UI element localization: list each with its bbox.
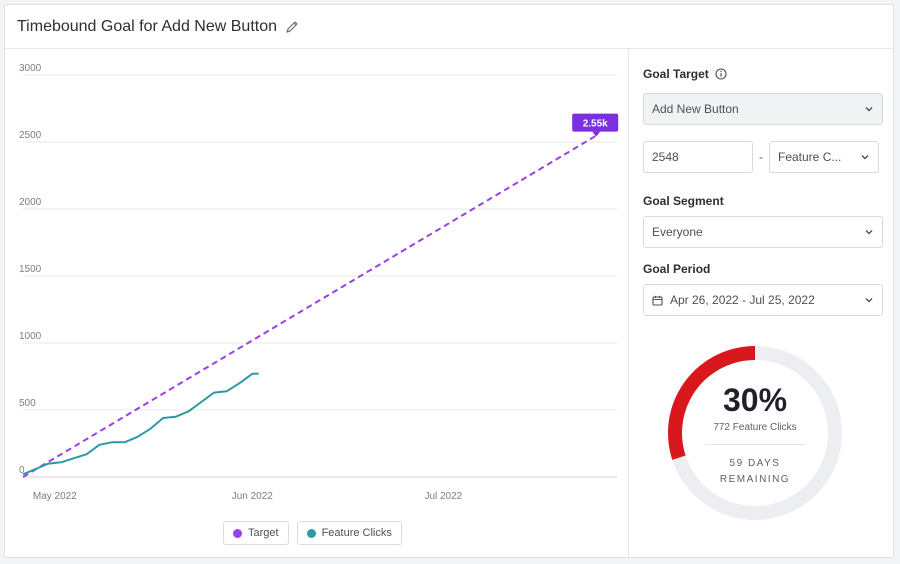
legend-item-target[interactable]: Target	[223, 521, 289, 545]
goal-segment-value: Everyone	[652, 225, 703, 239]
goal-target-label: Goal Target	[643, 67, 883, 81]
y-tick-label: 1000	[19, 331, 42, 342]
target-line	[22, 134, 597, 478]
target-badge	[572, 113, 619, 132]
y-tick-label: 2000	[19, 197, 42, 208]
chart-area: 0 500 1000 1500 2000 2500 3000 May 2022 Jun 2022…	[5, 49, 628, 559]
gauge-divider	[705, 444, 805, 445]
progress-count: 772 Feature Clicks	[713, 422, 797, 433]
goal-event-value: Add New Button	[652, 102, 739, 116]
goal-segment-label: Goal Segment	[643, 194, 724, 208]
goal-value-input[interactable]	[643, 141, 753, 173]
goal-card: Timebound Goal for Add New Button 0 500 10…	[4, 4, 894, 559]
goal-period-value: Apr 26, 2022 - Jul 25, 2022	[670, 293, 815, 307]
line-chart: 0 500 1000 1500 2000 2500 3000 May 2022 Jun 2022…	[19, 63, 619, 502]
goal-period-select[interactable]: Apr 26, 2022 - Jul 25, 2022	[643, 284, 883, 316]
legend-label: Feature Clicks	[321, 527, 392, 539]
goal-event-select[interactable]: Add New Button	[643, 93, 883, 125]
goal-target-label-text: Goal Target	[643, 67, 709, 81]
y-tick-label: 500	[19, 398, 36, 409]
calendar-icon	[652, 295, 663, 306]
y-tick-label: 2500	[19, 130, 42, 141]
progress-percent: 30%	[722, 382, 788, 418]
y-tick-label: 3000	[19, 63, 42, 74]
goal-segment-select[interactable]: Everyone	[643, 216, 883, 248]
target-badge-pointer	[592, 131, 601, 137]
x-tick-label: Jun 2022	[232, 491, 274, 502]
chevron-down-icon	[864, 227, 874, 237]
days-label: REMAINING	[719, 474, 791, 485]
goal-metric-select[interactable]: Feature C...	[769, 141, 879, 173]
pencil-icon[interactable]	[285, 20, 299, 34]
chevron-down-icon	[864, 295, 874, 305]
days-remaining: 59 DAYS REMAINING	[660, 456, 850, 488]
card-header: Timebound Goal for Add New Button	[5, 5, 893, 49]
goal-settings-panel: Goal Target Add New Button - Feature C..…	[643, 49, 883, 316]
info-icon[interactable]	[715, 68, 727, 80]
days-count: 59 DAYS	[729, 458, 781, 469]
range-separator: -	[759, 150, 763, 164]
target-dot-icon	[233, 528, 242, 538]
legend-item-feature-clicks[interactable]: Feature Clicks	[296, 521, 402, 545]
panel-divider	[628, 49, 629, 559]
y-tick-label: 1500	[19, 264, 42, 275]
legend-label: Target	[248, 527, 279, 539]
chevron-down-icon	[864, 104, 874, 114]
feature-clicks-line	[22, 372, 259, 476]
gauge-text: 30% 772 Feature Clicks 59 DAYS REMAINING	[660, 338, 850, 528]
chart-legend: Target Feature Clicks	[223, 521, 402, 545]
progress-gauge: 30% 772 Feature Clicks 59 DAYS REMAINING	[660, 338, 850, 528]
feature-clicks-dot-icon	[306, 528, 316, 538]
page-title: Timebound Goal for Add New Button	[17, 17, 277, 35]
goal-period-content: Apr 26, 2022 - Jul 25, 2022	[652, 293, 815, 307]
goal-value-row: - Feature C...	[643, 141, 883, 173]
goal-period-label: Goal Period	[643, 262, 711, 276]
target-badge-label: 2.55k	[583, 119, 608, 130]
x-tick-label: Jul 2022	[424, 491, 462, 502]
y-tick-label: 0	[19, 465, 25, 476]
goal-metric-value: Feature C...	[778, 150, 842, 164]
chevron-down-icon	[860, 152, 870, 162]
x-tick-label: May 2022	[33, 491, 77, 502]
gauge-ring	[668, 346, 842, 520]
